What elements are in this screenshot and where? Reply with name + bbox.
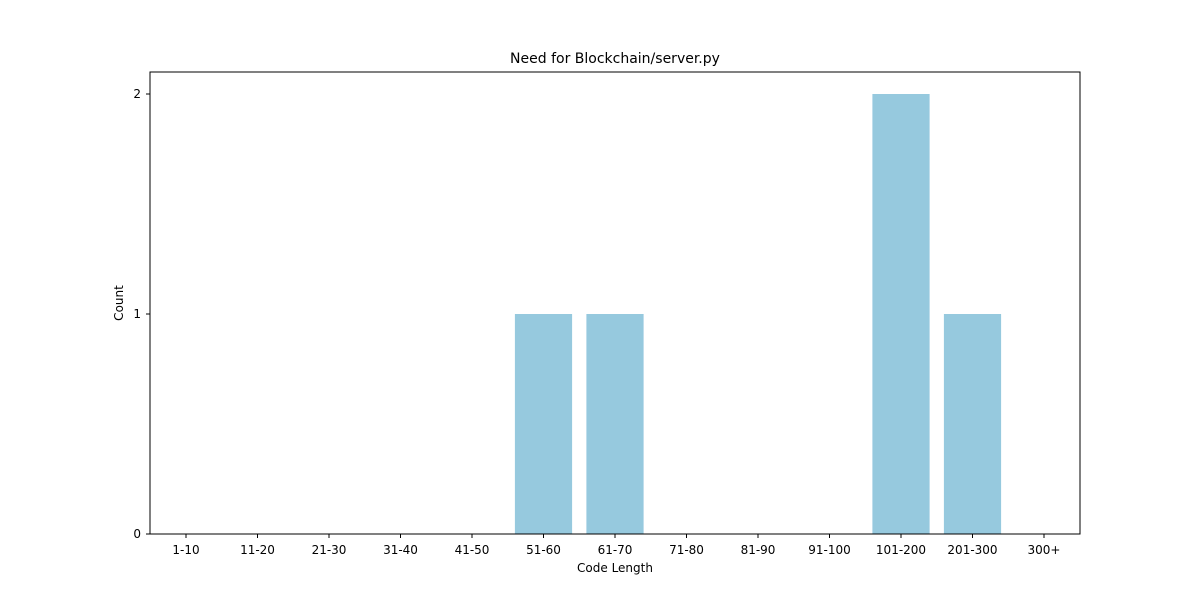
- y-tick-label: 0: [133, 527, 141, 541]
- x-axis-label: Code Length: [577, 561, 653, 575]
- y-tick-label: 1: [133, 307, 141, 321]
- x-tick-label: 300+: [1028, 543, 1061, 557]
- bar-101-200: [872, 94, 930, 534]
- bar-51-60: [514, 314, 573, 534]
- x-tick-label: 91-100: [808, 543, 851, 557]
- x-tick-label: 41-50: [455, 543, 490, 557]
- x-tick-label: 51-60: [526, 543, 561, 557]
- y-tick-label: 2: [133, 87, 141, 101]
- x-tick-label: 11-20: [240, 543, 275, 557]
- chart-title: Need for Blockchain/server.py: [510, 51, 720, 67]
- bar-61-70: [586, 314, 644, 534]
- axes-frame: [149, 71, 1081, 535]
- x-tick-label: 81-90: [741, 543, 776, 557]
- x-tick-label: 1-10: [172, 543, 199, 557]
- x-tick-label: 61-70: [598, 543, 633, 557]
- x-tick-label: 71-80: [669, 543, 704, 557]
- x-tick-label: 201-300: [947, 543, 997, 557]
- x-tick-label: 31-40: [383, 543, 418, 557]
- y-axis-label: Count: [112, 285, 126, 321]
- bar-201-300: [943, 314, 1002, 534]
- x-tick-label: 101-200: [876, 543, 926, 557]
- x-tick-label: 21-30: [312, 543, 347, 557]
- plot-area: 1-10 11-20 21-30 31-40 41-50 51-60 61-70 71-80 8…: [133, 87, 1060, 557]
